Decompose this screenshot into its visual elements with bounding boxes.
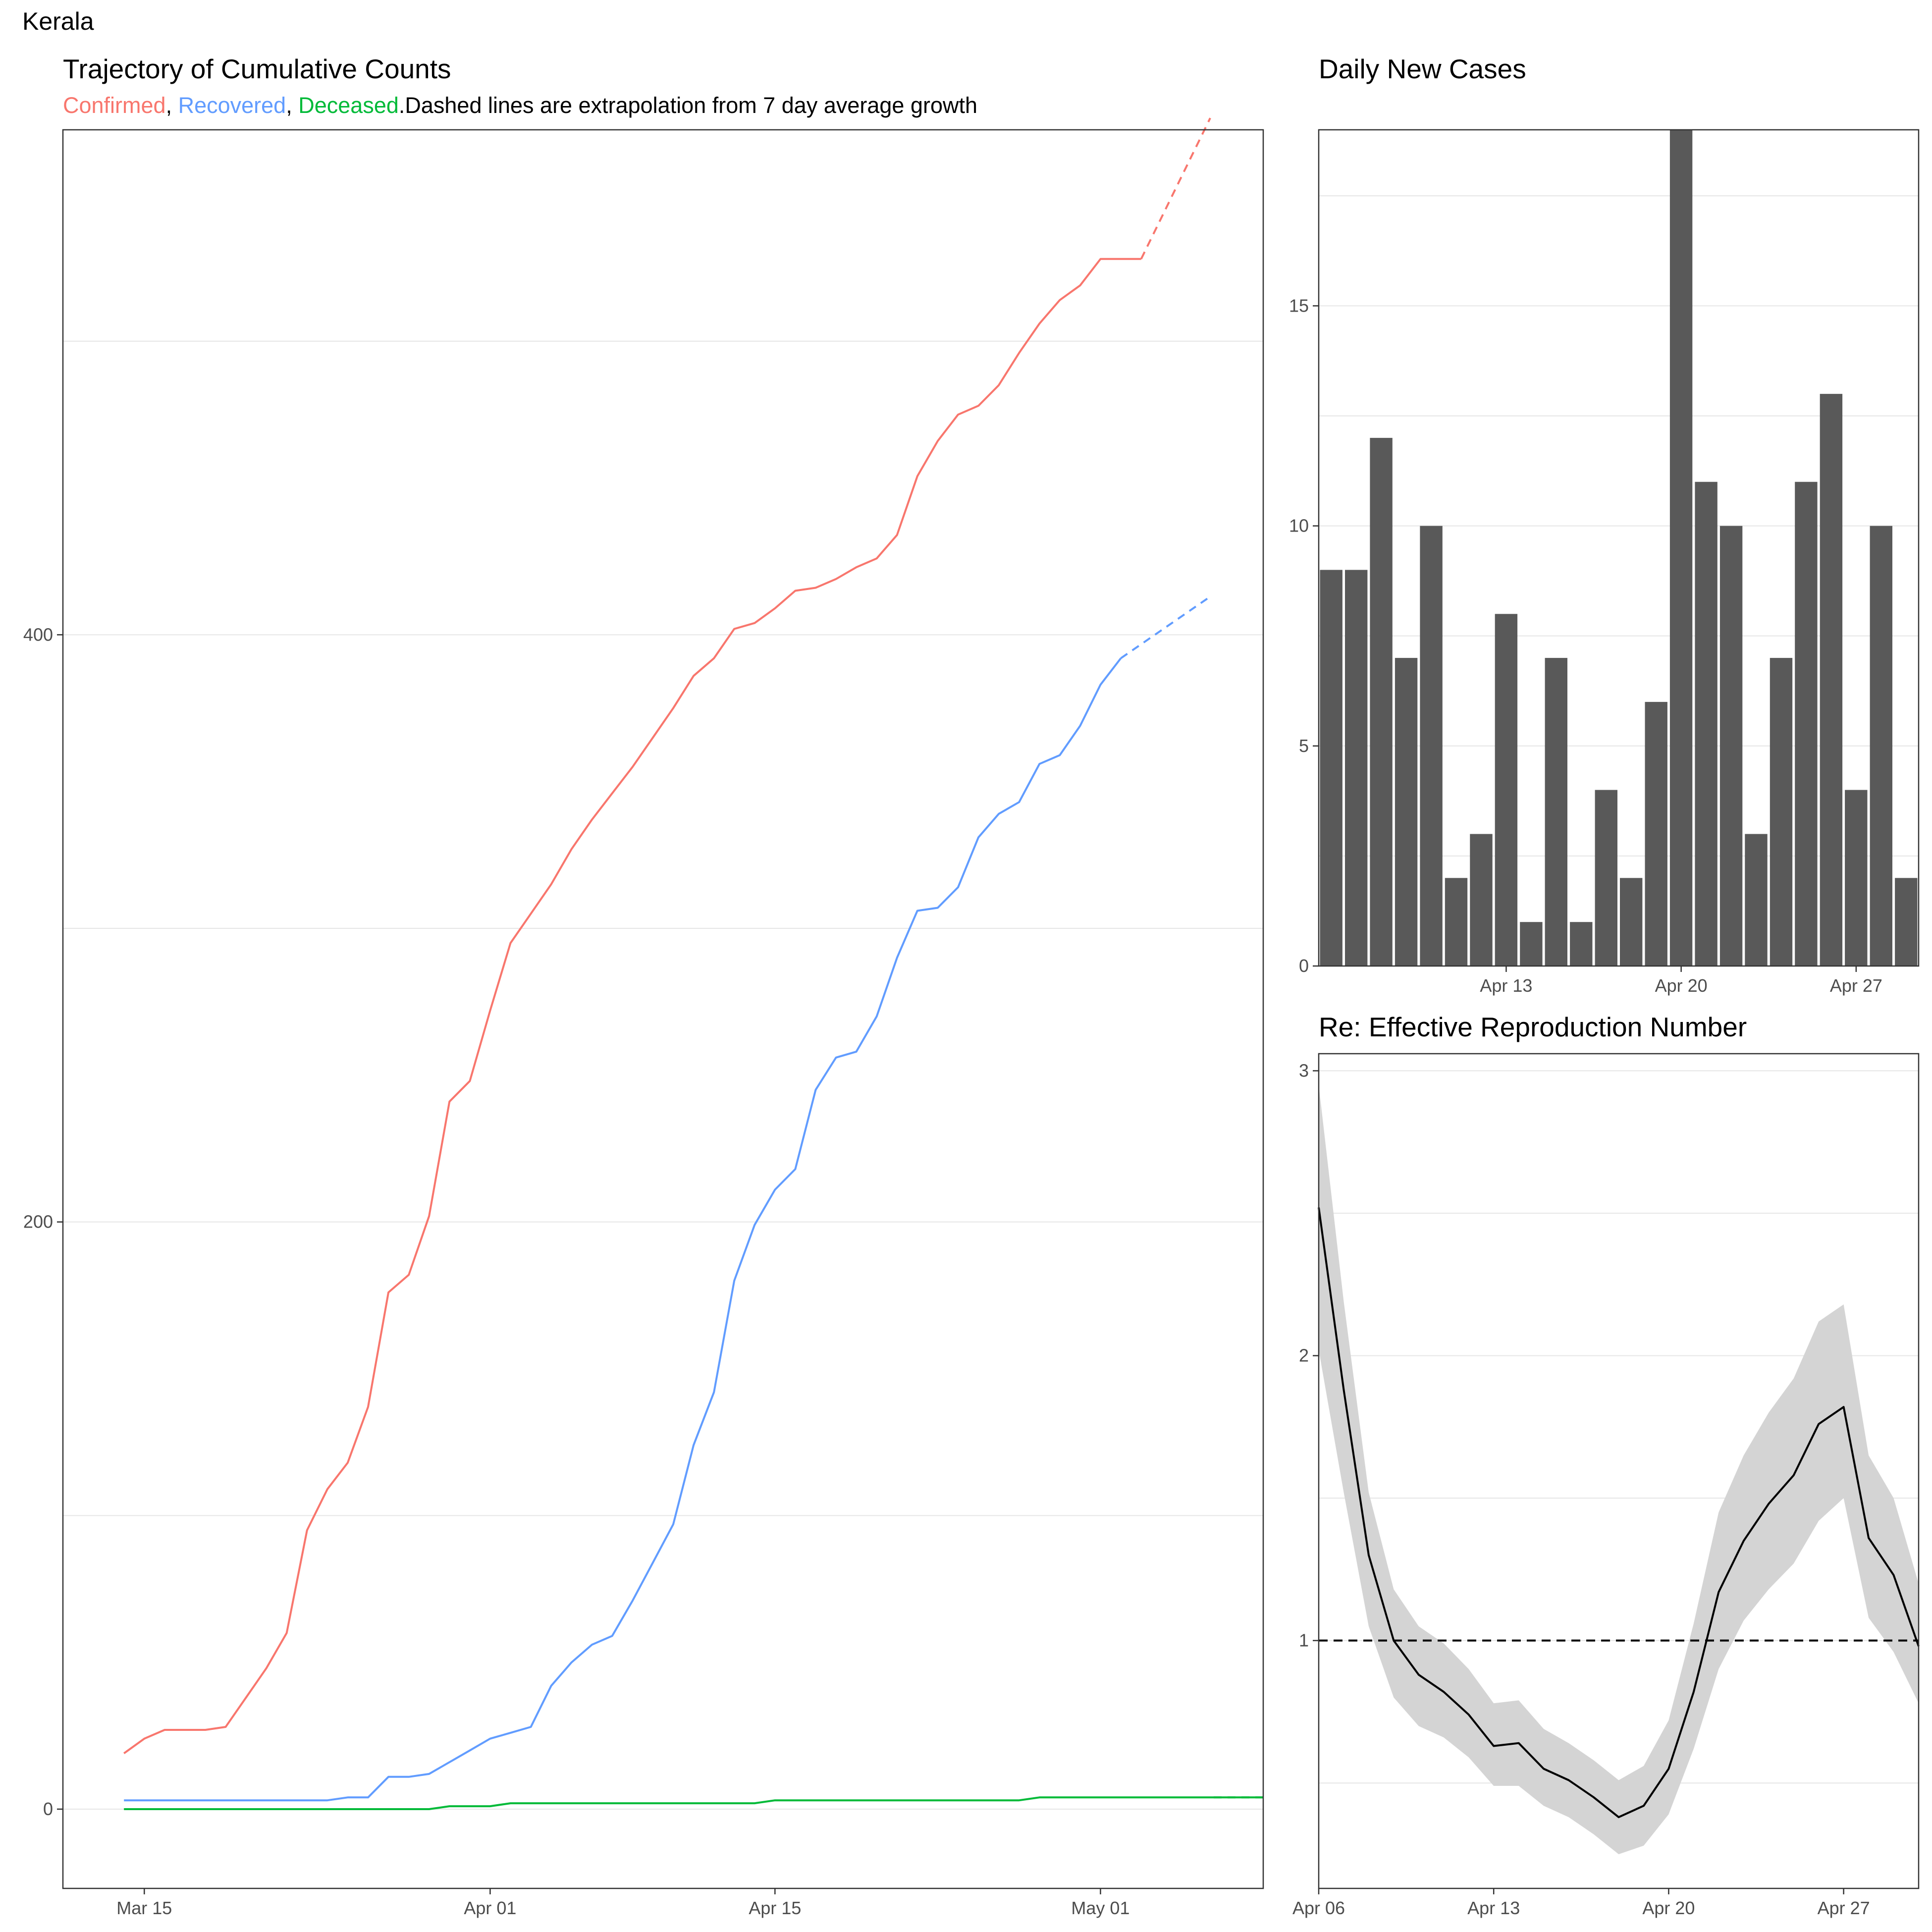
daily-bar-20 (1795, 482, 1818, 966)
daily-bar-2 (1345, 570, 1368, 966)
cumulative-series (123, 117, 1263, 1810)
re-x-tick-label-Apr 27: Apr 27 (1818, 1898, 1870, 1918)
daily-bar-21 (1820, 394, 1843, 966)
re-x-tick-label-Apr 13: Apr 13 (1467, 1898, 1520, 1918)
cumulative-chart-title: Trajectory of Cumulative Counts (63, 54, 451, 84)
daily-y-tick-label-5: 5 (1299, 736, 1309, 756)
cumulative-gridlines (63, 340, 1263, 1810)
daily-bar-8 (1495, 614, 1518, 966)
subtitle-part-4: Deceased (298, 93, 399, 118)
daily-x-tick-label-Apr 20: Apr 20 (1655, 975, 1708, 996)
daily-bar-6 (1445, 878, 1468, 966)
cumulative-y-tick-label-200: 200 (23, 1212, 53, 1232)
cumulative-axes: 0 200 400 Mar 15 Apr 01 Apr 15 May 01 (23, 624, 1130, 1918)
daily-y-tick-label-0: 0 (1299, 956, 1309, 976)
cumulative-chart-subtitle: Confirmed, Recovered, Deceased.Dashed li… (63, 93, 977, 118)
daily-bar-9 (1520, 922, 1543, 966)
daily-x-tick-label-Apr 13: Apr 13 (1480, 975, 1532, 996)
daily-bar-19 (1770, 658, 1793, 966)
daily-axes: 0 5 10 15 Apr 13 Apr 20 Apr 27 (1289, 295, 1882, 996)
daily-x-tick-label-Apr 27: Apr 27 (1830, 975, 1882, 996)
cumulative-x-tick-label-Mar 15: Mar 15 (116, 1898, 172, 1918)
daily-y-tick-label-10: 10 (1289, 516, 1309, 536)
subtitle-part-0: Confirmed (63, 93, 166, 118)
re-x-tick-label-Apr 20: Apr 20 (1642, 1898, 1695, 1918)
daily-bar-7 (1470, 834, 1493, 966)
daily-bar-12 (1595, 790, 1617, 966)
daily-y-tick-label-15: 15 (1289, 295, 1309, 316)
daily-bar-22 (1845, 790, 1868, 966)
daily-bars (1320, 130, 1918, 966)
daily-bar-17 (1719, 526, 1743, 966)
daily-bar-13 (1620, 878, 1643, 966)
subtitle-part-5: .Dashed lines are extrapolation from 7 d… (399, 93, 977, 118)
subtitle-part-3: , (286, 93, 298, 118)
subtitle-part-1: , (166, 93, 178, 118)
re-confidence-band (1319, 1085, 1919, 1854)
daily-bar-5 (1420, 526, 1443, 966)
series-line-deceased (124, 1796, 1263, 1810)
daily-cases-title: Daily New Cases (1319, 54, 1526, 84)
daily-bar-11 (1570, 922, 1593, 966)
extrapolation-line-recovered (1120, 595, 1211, 659)
cumulative-plot-frame (62, 129, 1264, 1889)
re-series (1318, 1085, 1920, 1854)
re-x-tick-label-Apr 06: Apr 06 (1292, 1898, 1345, 1918)
daily-bar-24 (1895, 878, 1918, 966)
daily-plot-frame (1318, 129, 1920, 967)
daily-bar-3 (1370, 437, 1393, 966)
re-plot-frame (1318, 1053, 1920, 1889)
cumulative-x-tick-label-May 01: May 01 (1071, 1898, 1129, 1918)
re-chart-title: Re: Effective Reproduction Number (1319, 1012, 1747, 1042)
daily-bar-16 (1695, 482, 1717, 966)
daily-bar-10 (1545, 658, 1567, 966)
cumulative-x-tick-label-Apr 15: Apr 15 (749, 1898, 801, 1918)
cumulative-counts-panel: Trajectory of Cumulative Counts Confirme… (23, 54, 1264, 1918)
re-y-tick-label-1: 1 (1299, 1630, 1309, 1651)
cumulative-y-tick-label-0: 0 (43, 1799, 53, 1819)
series-line-confirmed (123, 258, 1141, 1755)
daily-bar-23 (1870, 526, 1892, 966)
daily-bar-18 (1745, 834, 1768, 966)
daily-new-cases-panel: Daily New Cases 0 5 10 15 Apr 13 Apr 20 Apr 27 (1289, 54, 1920, 996)
page-title: Kerala (22, 7, 94, 35)
re-estimate-line (1318, 1207, 1920, 1819)
daily-bar-1 (1320, 570, 1342, 966)
cumulative-y-tick-label-400: 400 (23, 624, 53, 644)
daily-bar-4 (1395, 658, 1418, 966)
daily-bar-14 (1645, 701, 1667, 966)
extrapolation-line-confirmed (1140, 117, 1211, 260)
re-y-tick-label-3: 3 (1299, 1061, 1309, 1081)
cumulative-x-tick-label-Apr 01: Apr 01 (464, 1898, 516, 1918)
daily-gridlines (1319, 195, 1919, 857)
re-y-tick-label-2: 2 (1299, 1345, 1309, 1366)
daily-bar-15 (1669, 130, 1693, 966)
reproduction-number-panel: Re: Effective Reproduction Number 1 2 3 Apr… (1292, 1012, 1920, 1918)
re-axes: 1 2 3 Apr 06 Apr 13 Apr 20 Apr 27 (1292, 1061, 1870, 1918)
series-line-recovered (124, 657, 1122, 1802)
subtitle-part-2: Recovered (178, 93, 286, 118)
